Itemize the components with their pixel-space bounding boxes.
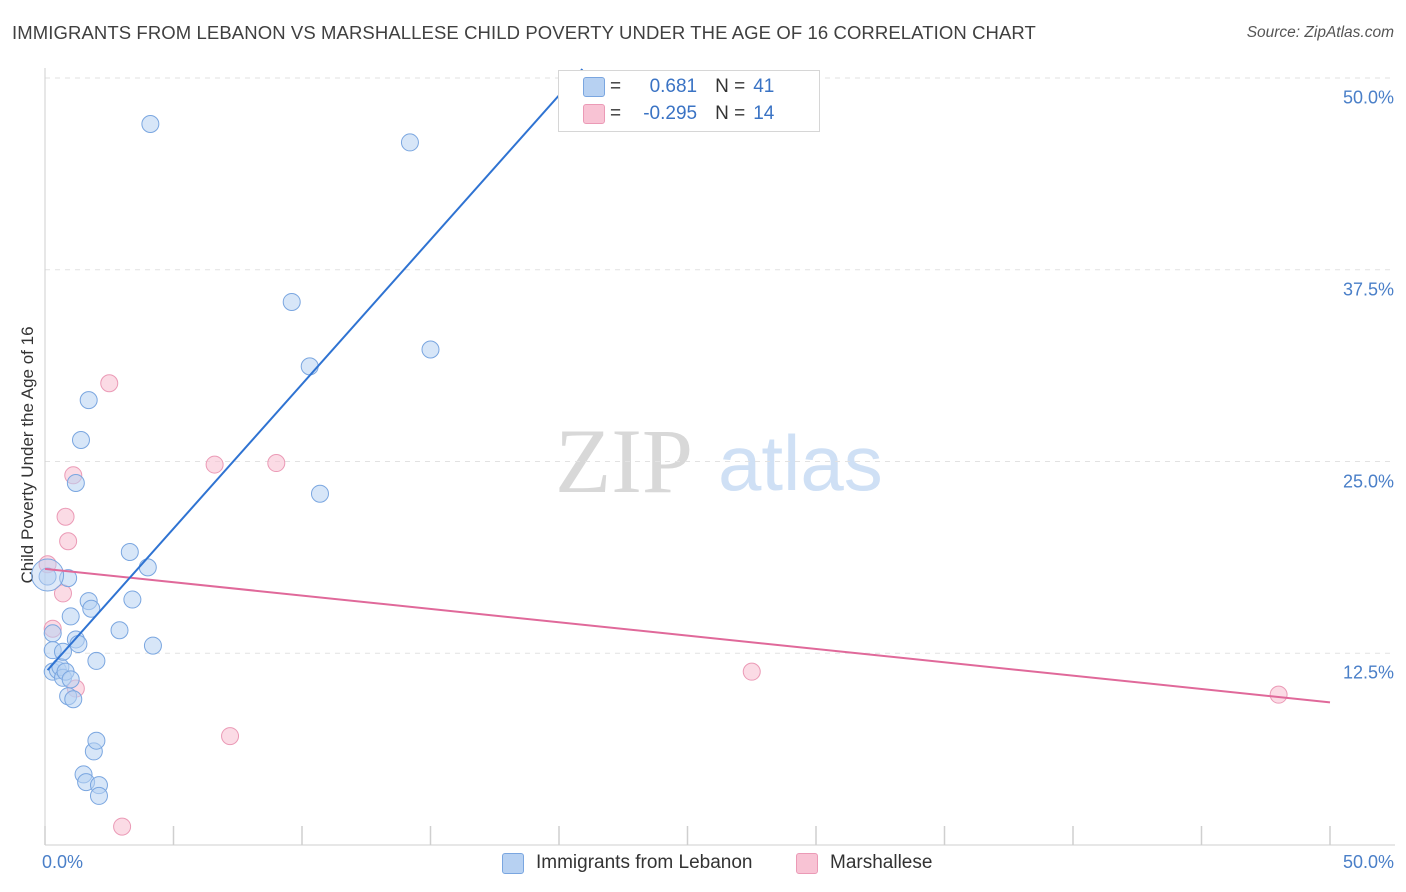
correlation-legend: R = 0.681 N = 41 R = -0.295 N = 14: [558, 70, 820, 132]
lebanon-point: [87, 731, 106, 750]
lebanon-point: [61, 607, 80, 626]
lebanon-point: [141, 115, 160, 134]
legend-n-value: 14: [753, 103, 775, 124]
watermark-atlas: atlas: [718, 419, 883, 507]
legend-r-value: -0.295: [643, 103, 698, 124]
x-tick-label-max: 50.0%: [1342, 852, 1394, 872]
chart-title: IMMIGRANTS FROM LEBANON VS MARSHALLESE C…: [12, 22, 1036, 43]
lebanon-point: [143, 636, 162, 655]
source-label: Source: ZipAtlas.com: [1246, 24, 1394, 41]
lebanon-point: [300, 357, 319, 376]
lebanon-point: [71, 431, 90, 450]
y-tick-label: 50.0%: [1342, 87, 1394, 108]
lebanon-point: [61, 670, 80, 689]
legend-r-value: 0.681: [649, 76, 698, 97]
legend-n-label: N =: [715, 76, 746, 97]
series-swatch-pink: [796, 852, 818, 874]
series-legend-marshallese: Marshallese: [796, 852, 932, 874]
lebanon-point: [400, 133, 419, 152]
legend-swatch-pink: [583, 104, 605, 124]
lebanon-point: [120, 543, 139, 562]
marshallese-point: [1269, 685, 1288, 704]
lebanon-point: [79, 391, 98, 410]
lebanon-point: [82, 599, 101, 618]
legend-swatch-blue: [583, 77, 605, 97]
marshallese-point: [267, 454, 286, 473]
marshallese-point: [59, 532, 78, 551]
y-tick-label: 37.5%: [1342, 279, 1394, 300]
lebanon-point: [69, 635, 88, 654]
lebanon-point: [64, 690, 83, 709]
y-tick-label: 12.5%: [1342, 662, 1394, 683]
legend-n-label: N =: [715, 103, 746, 124]
marshallese-point: [221, 727, 240, 746]
marshallese-point: [205, 455, 224, 474]
lebanon-point: [38, 567, 57, 586]
x-tick-label-min: 0.0%: [42, 852, 84, 872]
lebanon-point: [66, 473, 85, 492]
lebanon-trendline: [46, 77, 576, 671]
lebanon-point: [43, 624, 62, 643]
legend-row-lebanon: R = 0.681 N = 41: [583, 74, 775, 100]
marshallese-point: [113, 817, 132, 836]
legend-n-value: 41: [753, 76, 775, 97]
marshallese-point: [56, 507, 75, 526]
lebanon-point: [89, 786, 108, 805]
lebanon-point: [421, 340, 440, 359]
lebanon-point: [310, 484, 329, 503]
lebanon-point: [138, 558, 157, 577]
series-label-lebanon: Immigrants from Lebanon: [536, 852, 753, 873]
lebanon-point-cluster: [31, 558, 65, 592]
marshallese-point: [100, 374, 119, 393]
lebanon-point: [282, 292, 301, 311]
legend-row-marshallese: R = -0.295 N = 14: [583, 101, 775, 127]
lebanon-point: [87, 651, 106, 670]
lebanon-point: [110, 621, 129, 640]
y-tick-label: 25.0%: [1342, 471, 1394, 491]
series-legend-lebanon: Immigrants from Lebanon: [502, 852, 753, 874]
series-label-marshallese: Marshallese: [830, 852, 933, 873]
lebanon-point: [123, 590, 142, 609]
marshallese-point: [742, 662, 761, 681]
marshallese-trendline: [44, 567, 1331, 704]
series-swatch-blue: [502, 852, 524, 874]
